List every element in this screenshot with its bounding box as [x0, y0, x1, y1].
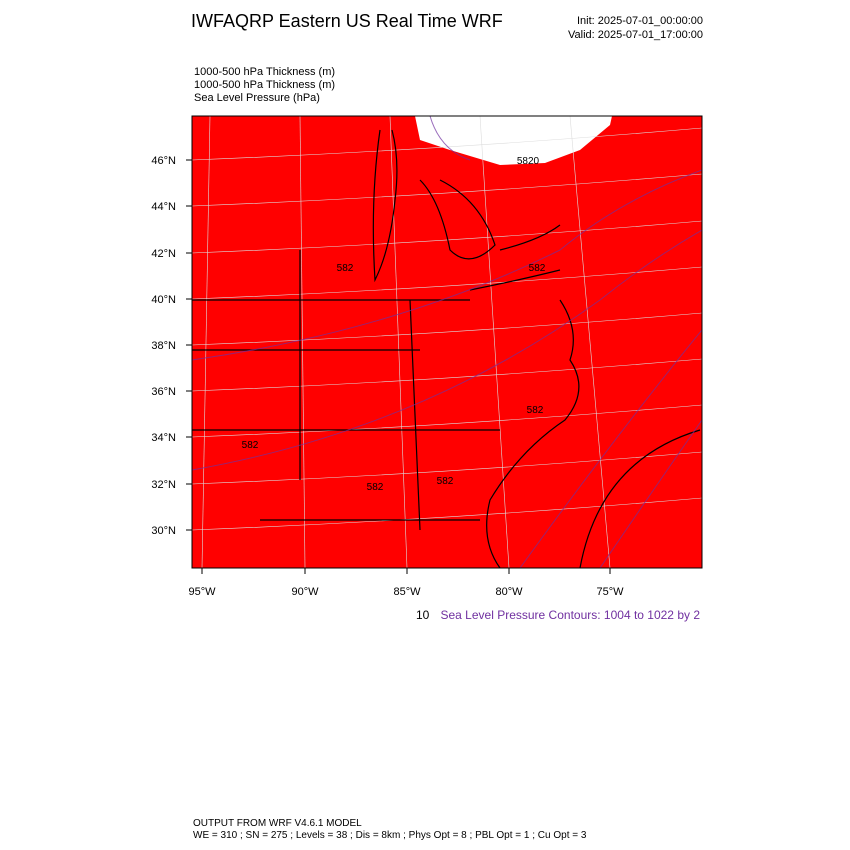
field-label: 1000-500 hPa Thickness (m) — [194, 66, 335, 78]
pressure-contours — [192, 116, 702, 568]
contour-label: 582 — [437, 476, 454, 487]
contour-label: 582 — [527, 405, 544, 416]
init-time: Init: 2025-07-01_00:00:00 — [577, 15, 703, 27]
lat-label: 46°N — [151, 155, 176, 167]
field-label: 1000-500 hPa Thickness (m) — [194, 79, 335, 91]
contour-label: 582 — [337, 263, 354, 274]
map-area — [192, 116, 702, 568]
lat-label: 36°N — [151, 386, 176, 398]
missing-region — [415, 116, 612, 165]
boundaries — [192, 129, 701, 568]
lon-label: 90°W — [291, 586, 319, 598]
pressure-info: Sea Level Pressure Contours: 1004 to 102… — [441, 608, 701, 622]
filled-field — [192, 116, 702, 568]
contour-label: 582 — [367, 482, 384, 493]
lon-label: 95°W — [188, 586, 216, 598]
contour-label: 582 — [529, 263, 546, 274]
lat-label: 44°N — [151, 201, 176, 213]
lon-label: 75°W — [596, 586, 624, 598]
valid-time: Valid: 2025-07-01_17:00:00 — [568, 29, 703, 41]
contour-label: 582 — [242, 440, 259, 451]
lat-label: 42°N — [151, 248, 176, 260]
lat-label: 38°N — [151, 340, 176, 352]
contour-label: 5820 — [517, 156, 540, 167]
title: IWFAQRP Eastern US Real Time WRF — [191, 11, 503, 31]
lat-label: 34°N — [151, 432, 176, 444]
lon-label: 80°W — [495, 586, 523, 598]
footer-line: WE = 310 ; SN = 275 ; Levels = 38 ; Dis … — [193, 830, 587, 841]
thickness-info: 10 — [416, 608, 430, 622]
map-frame — [191, 115, 703, 569]
lat-label: 30°N — [151, 525, 176, 537]
lon-label: 85°W — [393, 586, 421, 598]
lat-label: 40°N — [151, 294, 176, 306]
field-label: Sea Level Pressure (hPa) — [194, 92, 320, 104]
lat-label: 32°N — [151, 479, 176, 491]
graticule — [192, 116, 702, 568]
footer-line: OUTPUT FROM WRF V4.6.1 MODEL — [193, 818, 362, 829]
